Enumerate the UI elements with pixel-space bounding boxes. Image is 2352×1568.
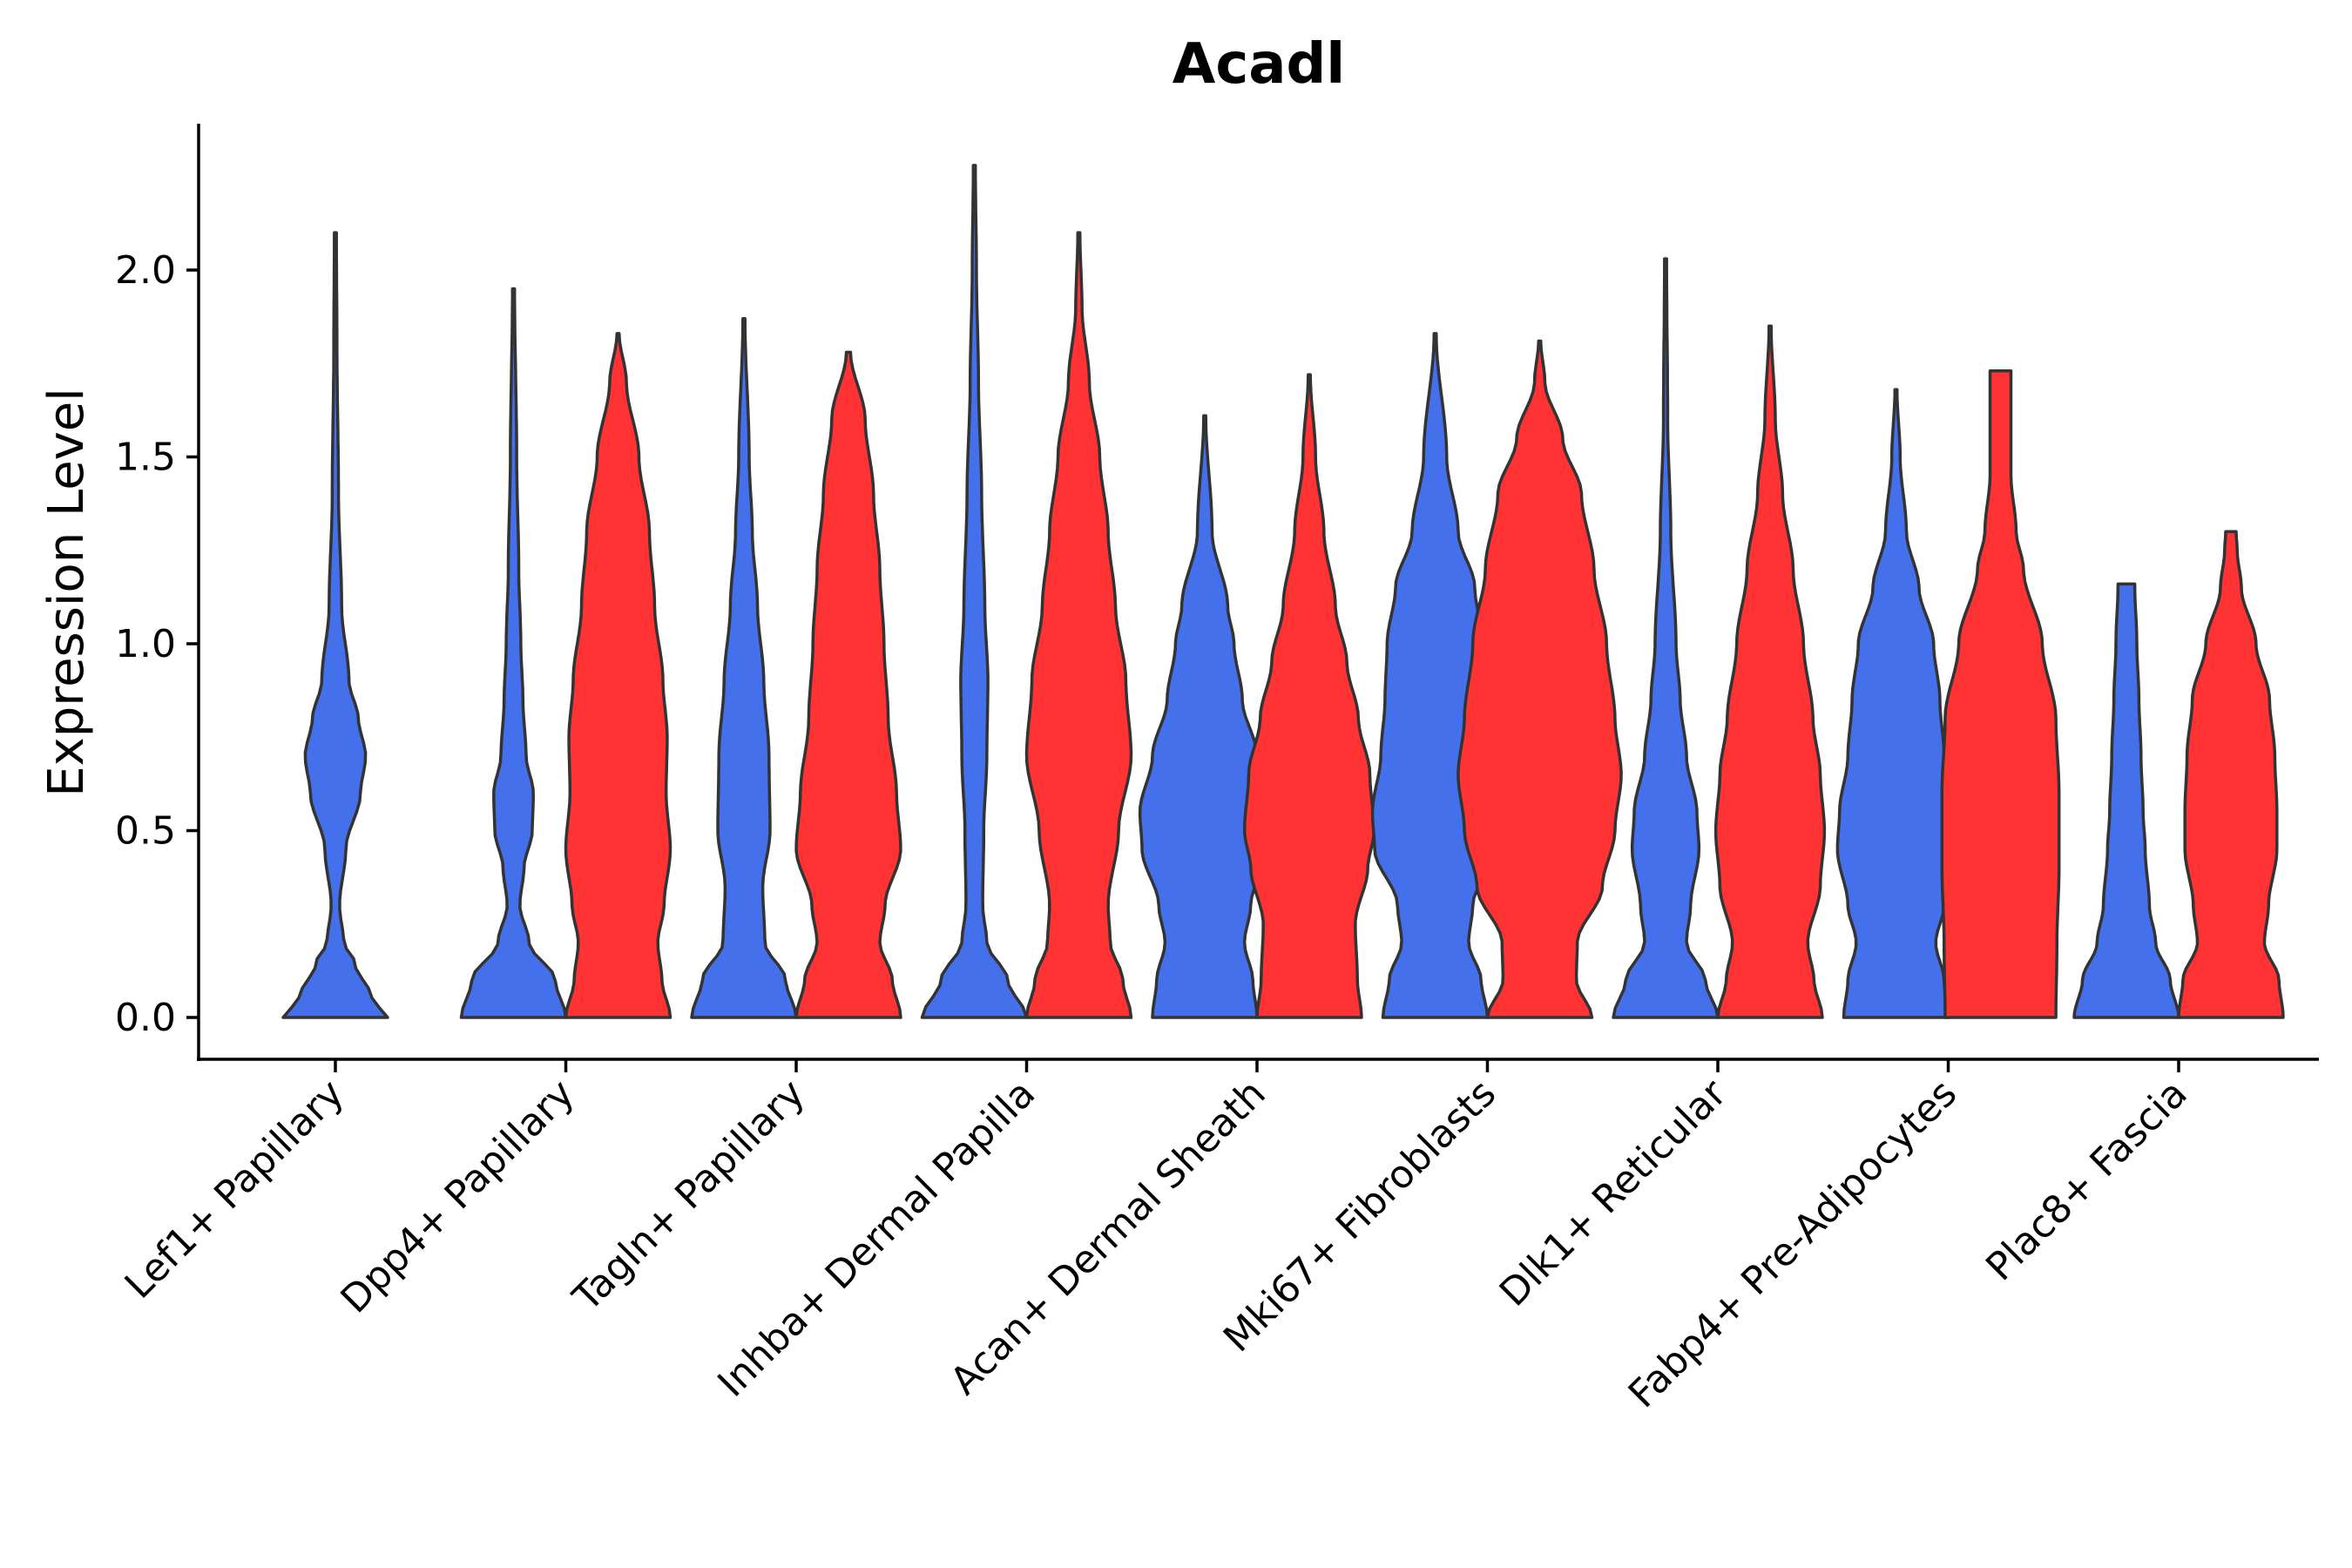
violin-tagln-papillary-group2 (794, 350, 902, 1019)
chart-title: Acadl (1173, 32, 1345, 97)
violin-dpp4-papillary-group2 (564, 332, 672, 1019)
x-tick-label-dlk1-reticular: Dlk1+ Reticular (1491, 1071, 1736, 1315)
violin-dlk1-reticular-group2 (1713, 324, 1827, 1019)
violin-plac8-fascia-group2 (2177, 530, 2285, 1019)
y-axis-label: Expression Level (38, 388, 95, 797)
y-tick-label: 0.5 (115, 809, 176, 854)
violin-acan-dermal-sheath-group2 (1242, 373, 1376, 1019)
y-tick-label: 1.0 (115, 622, 176, 666)
y-tick-label: 0.0 (115, 996, 176, 1040)
violin-acan-dermal-sheath-group1 (1138, 414, 1272, 1019)
violin-plac8-fascia-group1 (2072, 582, 2180, 1019)
x-tick-label-tagln-papillary: Tagln+ Papillary (564, 1071, 814, 1321)
x-tick-label-plac8-fascia: Plac8+ Fascia (1977, 1071, 2196, 1290)
y-tick-label: 1.5 (115, 436, 176, 480)
violin-fabp4-pre-adipocytes-group1 (1835, 388, 1957, 1019)
x-tick-label-lef1-papillary: Lef1+ Papillary (117, 1071, 353, 1308)
violin-inhba-dermal-papilla-group1 (920, 164, 1029, 1019)
y-tick-label: 2.0 (115, 248, 176, 293)
violin-inhba-dermal-papilla-group2 (1024, 231, 1133, 1019)
violin-mki67-fibroblasts-group2 (1456, 339, 1623, 1019)
violin-fabp4-pre-adipocytes-group2 (1940, 369, 2061, 1019)
violin-layer (281, 164, 2285, 1019)
violin-dpp4-papillary-group1 (459, 287, 568, 1019)
violin-lef1-papillary-group1 (281, 231, 389, 1019)
y-ticks: 0.0 0.5 1.0 1.5 2.0 (115, 248, 199, 1040)
violin-tagln-papillary-group1 (690, 317, 798, 1019)
violin-dlk1-reticular-group1 (1612, 257, 1720, 1019)
x-tick-label-dpp4-papillary: Dpp4+ Papillary (333, 1071, 584, 1322)
